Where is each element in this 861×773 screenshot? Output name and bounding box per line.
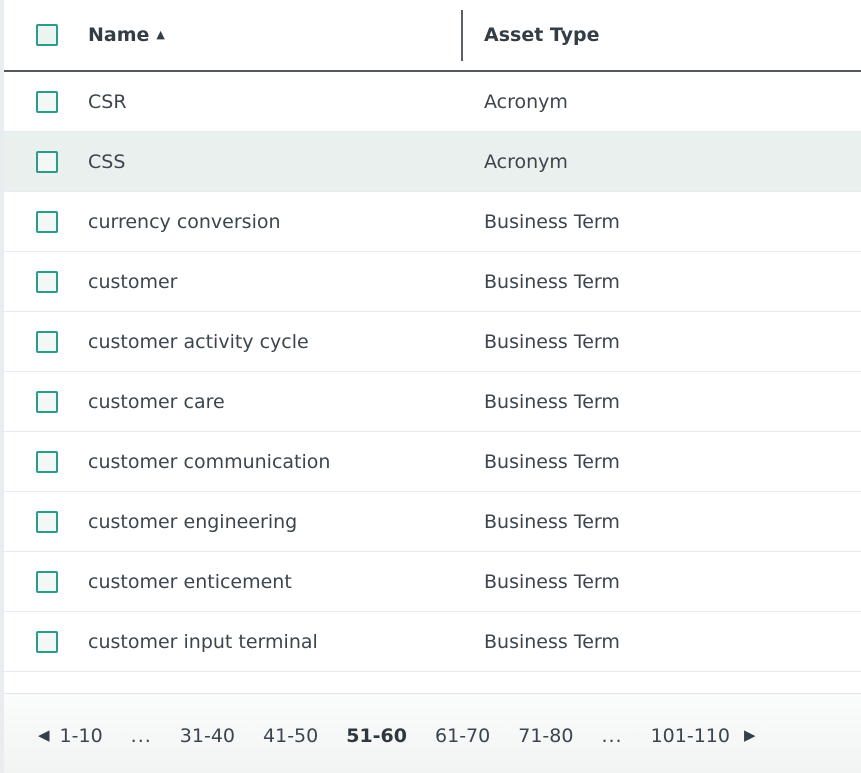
pagination-page[interactable]: 31-40	[179, 724, 236, 747]
row-checkbox[interactable]	[36, 390, 58, 413]
row-checkbox[interactable]	[36, 330, 58, 353]
table-row[interactable]: CSR Acronym	[0, 72, 861, 132]
asset-type-value: Business Term	[484, 630, 620, 653]
row-checkbox[interactable]	[36, 210, 58, 233]
left-edge-strip	[0, 0, 4, 773]
asset-name-link[interactable]: CSR	[88, 90, 127, 113]
column-header-name-label: Name	[88, 24, 150, 46]
asset-name-link[interactable]: customer	[88, 270, 178, 293]
select-all-checkbox[interactable]	[36, 24, 58, 46]
column-divider	[461, 10, 463, 61]
row-checkbox[interactable]	[36, 150, 58, 173]
row-checkbox[interactable]	[36, 570, 58, 593]
asset-type-value: Business Term	[484, 270, 620, 293]
table-row[interactable]: customer engineering Business Term	[0, 492, 861, 552]
column-header-name[interactable]: Name ▲	[88, 0, 165, 70]
pagination-bar: ◀ 1-10... 31-40 41-50 51-60 61-70 71-80... 101…	[0, 693, 861, 773]
asset-name-link[interactable]: customer activity cycle	[88, 330, 309, 353]
pagination-page-current[interactable]: 51-60	[346, 724, 408, 747]
asset-type-value: Business Term	[484, 570, 620, 593]
next-page-icon[interactable]: ▶	[743, 726, 756, 744]
asset-type-value: Business Term	[484, 510, 620, 533]
asset-type-value: Acronym	[484, 150, 568, 173]
asset-type-value: Business Term	[484, 330, 620, 353]
pagination-page[interactable]: 101-110	[650, 724, 730, 747]
asset-name-link[interactable]: customer communication	[88, 450, 331, 473]
table-footer-gap	[0, 672, 861, 693]
pagination-page[interactable]: 41-50	[263, 724, 319, 747]
pagination-page[interactable]: 71-80	[518, 724, 574, 747]
row-checkbox[interactable]	[36, 630, 58, 653]
table-header: Name ▲ Asset Type	[0, 0, 861, 72]
asset-name-link[interactable]: currency conversion	[88, 210, 281, 233]
asset-name-link[interactable]: customer engineering	[88, 510, 298, 533]
asset-type-value: Business Term	[484, 450, 620, 473]
asset-type-value: Business Term	[484, 390, 620, 413]
row-checkbox[interactable]	[36, 270, 58, 293]
column-header-asset-type[interactable]: Asset Type	[484, 24, 600, 46]
asset-type-value: Acronym	[484, 90, 568, 113]
previous-page-icon[interactable]: ◀	[38, 726, 50, 744]
row-checkbox[interactable]	[36, 450, 58, 473]
table-row[interactable]: customer communication Business Term	[0, 432, 861, 492]
row-checkbox[interactable]	[36, 510, 58, 533]
asset-name-link[interactable]: CSS	[88, 150, 126, 173]
row-checkbox[interactable]	[36, 90, 58, 113]
pagination-ellipsis: ...	[130, 724, 152, 747]
asset-name-link[interactable]: customer care	[88, 390, 225, 413]
table-row[interactable]: customer activity cycle Business Term	[0, 312, 861, 372]
asset-name-link[interactable]: customer input terminal	[88, 630, 318, 653]
table-body: CSR Acronym CSS Acronym currency conversion B…	[0, 72, 861, 672]
table-row[interactable]: CSS Acronym	[0, 132, 861, 192]
asset-name-link[interactable]: customer enticement	[88, 570, 292, 593]
pagination-page[interactable]: 1-10	[59, 724, 103, 747]
pagination-ellipsis: ...	[601, 724, 623, 747]
sort-ascending-icon: ▲	[156, 27, 165, 41]
asset-type-value: Business Term	[484, 210, 620, 233]
table-row[interactable]: customer Business Term	[0, 252, 861, 312]
table-row[interactable]: customer input terminal Business Term	[0, 612, 861, 672]
table-row[interactable]: currency conversion Business Term	[0, 192, 861, 252]
pagination-page[interactable]: 61-70	[435, 724, 491, 747]
table-row[interactable]: customer enticement Business Term	[0, 552, 861, 612]
table-row[interactable]: customer care Business Term	[0, 372, 861, 432]
